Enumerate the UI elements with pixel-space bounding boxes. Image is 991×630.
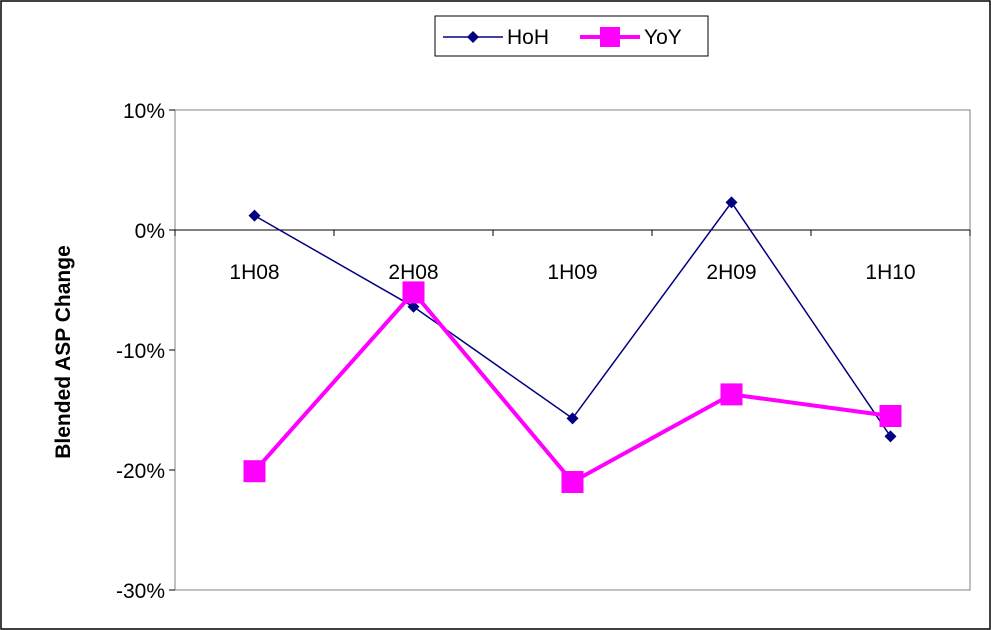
data-point	[879, 405, 902, 427]
legend-label-hoh: HoH	[507, 26, 549, 49]
y-tick-label: -20%	[116, 460, 165, 483]
category-labels: 1H08 2H08 1H09 2H09 1H10	[229, 261, 915, 284]
data-point	[884, 430, 897, 443]
y-tick-label: -10%	[116, 340, 165, 363]
category-label: 1H09	[547, 261, 597, 284]
legend-entry-yoy: YoY	[580, 26, 682, 49]
data-point	[725, 196, 738, 209]
legend-entry-hoh: HoH	[443, 26, 549, 49]
category-label: 1H10	[865, 261, 915, 284]
y-tick-label: -30%	[116, 580, 165, 603]
category-label: 1H08	[229, 261, 279, 284]
data-point	[248, 209, 261, 222]
legend-marker-hoh	[467, 31, 479, 43]
legend-marker-yoy	[600, 27, 620, 47]
data-point	[561, 471, 584, 493]
y-axis: 10% 0% -10% -20% -30%	[116, 100, 175, 603]
data-point	[720, 383, 743, 406]
category-label: 2H09	[706, 261, 756, 284]
data-point	[566, 412, 579, 425]
legend-box	[434, 15, 709, 57]
y-tick-label: 0%	[135, 220, 165, 243]
y-axis-label: Blended ASP Change	[52, 245, 75, 459]
series-hoh	[248, 196, 897, 443]
data-point	[243, 460, 266, 483]
y-tick-label: 10%	[123, 100, 165, 123]
data-point	[402, 281, 425, 304]
x-axis	[174, 229, 971, 236]
category-label: 2H08	[388, 261, 438, 284]
series-layer	[243, 196, 902, 493]
legend: HoH YoY	[434, 15, 709, 57]
data-point	[407, 300, 420, 313]
series-yoy	[243, 281, 902, 493]
legend-label-yoy: YoY	[644, 26, 682, 49]
